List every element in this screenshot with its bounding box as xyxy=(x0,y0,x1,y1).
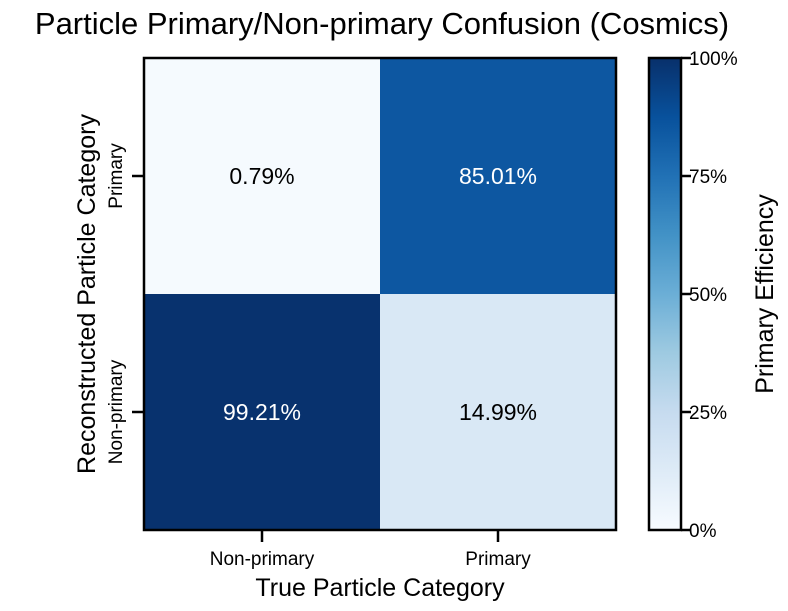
x-tick-label: Primary xyxy=(465,549,531,570)
heatmap-cell xyxy=(380,58,617,295)
colorbar-tick-label: 0% xyxy=(689,521,717,542)
x-axis-label: True Particle Category xyxy=(255,574,505,602)
y-axis-label: Reconstructed Particle Category xyxy=(73,114,101,474)
cell-value-label: 0.79% xyxy=(229,163,294,189)
heatmap-cell-labels: 0.79% 85.01% 99.21% 14.99% xyxy=(223,163,537,425)
colorbar-tick-label: 50% xyxy=(689,285,727,306)
x-tick-label: Non-primary xyxy=(210,549,315,570)
cell-value-label: 14.99% xyxy=(459,399,537,425)
heatmap-cell xyxy=(144,58,381,295)
x-axis-ticks: Non-primary Primary xyxy=(210,530,531,570)
colorbar-tick-label: 25% xyxy=(689,403,727,424)
colorbar-label: Primary Efficiency xyxy=(751,194,779,394)
cell-value-label: 85.01% xyxy=(459,163,537,189)
y-axis-ticks: Primary Non-primary xyxy=(106,143,144,464)
heatmap-cell xyxy=(144,294,381,531)
plot-frame xyxy=(142,56,618,532)
colorbar-tick-label: 100% xyxy=(689,49,738,70)
colorbar-ticks: 0% 25% 50% 75% 100% xyxy=(681,49,738,542)
cell-value-label: 99.21% xyxy=(223,399,301,425)
heatmap-cells xyxy=(144,58,617,531)
heatmap-cell xyxy=(380,294,617,531)
chart-title: Particle Primary/Non-primary Confusion (… xyxy=(35,6,729,41)
colorbar-tick-label: 75% xyxy=(689,167,727,188)
y-tick-label: Primary xyxy=(106,143,127,209)
y-tick-label: Non-primary xyxy=(106,359,127,464)
colorbar-gradient xyxy=(649,58,681,530)
